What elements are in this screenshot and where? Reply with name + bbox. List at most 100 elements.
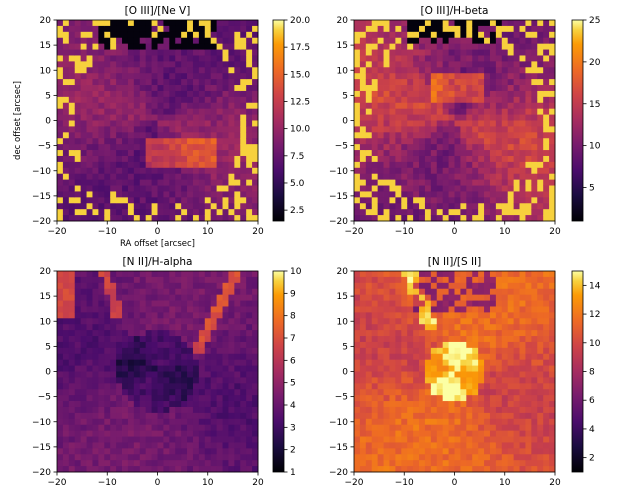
heatmap-cell [92, 215, 99, 222]
heatmap-cell [133, 25, 141, 33]
heatmap-cell [466, 114, 473, 121]
heatmap-cell [454, 341, 461, 349]
heatmap-cell [531, 401, 538, 408]
heatmap-cell [104, 167, 111, 175]
heatmap-cell [240, 25, 247, 33]
heatmap-cell [501, 144, 509, 151]
heatmap-cell [525, 300, 532, 307]
heatmap-cell [377, 185, 384, 192]
heatmap-cell [240, 282, 247, 290]
heatmap-cell [98, 460, 105, 467]
heatmap-cell [151, 61, 158, 68]
heatmap-cell [157, 102, 164, 110]
heatmap-cell [501, 330, 509, 337]
heatmap-cell [413, 365, 420, 372]
heatmap-cell [139, 406, 147, 414]
heatmap-cell [228, 108, 235, 115]
heatmap-cell [365, 37, 373, 45]
heatmap-cell [57, 25, 64, 33]
heatmap-cell [133, 173, 141, 181]
heatmap-cell [204, 460, 212, 467]
heatmap-cell [133, 138, 141, 145]
heatmap-cell [145, 43, 152, 50]
heatmap-cell [98, 185, 105, 192]
heatmap-cell [187, 138, 194, 145]
heatmap-cell [92, 96, 99, 104]
heatmap-cell [122, 25, 129, 33]
heatmap-cell [62, 215, 70, 222]
heatmap-cell [68, 347, 76, 355]
heatmap-cell [478, 185, 485, 192]
heatmap-cell [234, 395, 241, 402]
heatmap-cell [401, 90, 408, 98]
heatmap-cell [92, 353, 99, 361]
heatmap-cell [525, 341, 532, 349]
heatmap-cell [98, 436, 105, 443]
heatmap-cell [210, 377, 218, 384]
heatmap-cell [68, 424, 76, 432]
heatmap-cell [430, 383, 438, 390]
heatmap-cell [169, 179, 176, 186]
heatmap-cell [424, 120, 432, 127]
x-tick-label: 0 [452, 227, 458, 237]
heatmap-cell [110, 138, 117, 145]
heatmap-cell [466, 412, 473, 420]
heatmap-cell [513, 330, 520, 337]
heatmap-cell [537, 167, 544, 175]
heatmap-cell [139, 271, 147, 278]
heatmap-cell [127, 282, 135, 290]
heatmap-cell [86, 430, 93, 437]
heatmap-cell [448, 55, 455, 62]
heatmap-cell [122, 209, 129, 216]
heatmap-cell [513, 185, 520, 192]
heatmap-cell [80, 120, 87, 127]
heatmap-cell [104, 215, 111, 222]
heatmap-cell [163, 448, 170, 455]
heatmap-cell [80, 300, 87, 307]
heatmap-cell [62, 294, 70, 301]
heatmap-cell [460, 102, 467, 110]
heatmap-cell [537, 37, 544, 45]
heatmap-cell [495, 20, 503, 27]
heatmap-cell [86, 276, 93, 284]
heatmap-cell [448, 144, 455, 151]
heatmap-cell [383, 359, 390, 366]
heatmap-cell [537, 43, 544, 50]
heatmap-cell [401, 442, 408, 449]
heatmap-cell [181, 371, 188, 378]
heatmap-cell [133, 102, 141, 110]
heatmap-cell [519, 85, 526, 92]
heatmap-cell [460, 90, 467, 98]
heatmap-cell [489, 49, 497, 56]
heatmap-cell [234, 401, 241, 408]
heatmap-cell [122, 96, 129, 104]
heatmap-cell [466, 73, 473, 80]
heatmap-cell [543, 90, 550, 98]
heatmap-cell [57, 114, 64, 121]
heatmap-cell [133, 336, 141, 343]
heatmap-cell [419, 377, 426, 384]
heatmap-cell [252, 383, 259, 390]
heatmap-cell [192, 191, 200, 198]
heatmap-cell [407, 418, 414, 426]
heatmap-cell [371, 412, 379, 420]
heatmap-cell [181, 215, 188, 222]
heatmap-cell [228, 466, 235, 473]
heatmap-cell [252, 102, 259, 110]
heatmap-cell [549, 209, 556, 216]
heatmap-cell [116, 126, 123, 133]
heatmap-cell [127, 20, 135, 27]
heatmap-cell [478, 347, 485, 355]
heatmap-cell [187, 377, 194, 384]
heatmap-cell [122, 102, 129, 110]
heatmap-cell [466, 341, 473, 349]
heatmap-cell [401, 460, 408, 467]
heatmap-cell [495, 191, 503, 198]
heatmap-cell [519, 389, 526, 396]
heatmap-cell [92, 120, 99, 127]
heatmap-cell [234, 306, 241, 313]
heatmap-cell [513, 132, 520, 139]
heatmap-cell [216, 418, 223, 426]
heatmap-cell [116, 395, 123, 402]
heatmap-cell [198, 395, 206, 402]
